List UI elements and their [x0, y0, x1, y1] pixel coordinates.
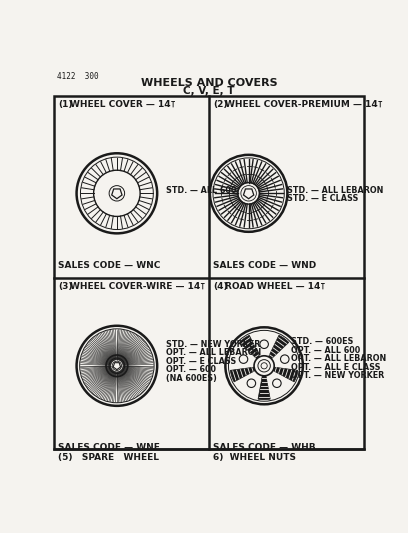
Polygon shape [268, 335, 289, 359]
Circle shape [281, 355, 289, 364]
Text: OPT. — NEW YORKER: OPT. — NEW YORKER [291, 371, 384, 380]
Polygon shape [239, 335, 260, 359]
Circle shape [238, 182, 259, 204]
Text: WHEEL COVER-PREMIUM — 14⊺: WHEEL COVER-PREMIUM — 14⊺ [224, 100, 382, 109]
Bar [54, 96, 364, 449]
Text: OPT. — 600: OPT. — 600 [166, 365, 216, 374]
Circle shape [254, 356, 274, 376]
Text: STD. — 600ES: STD. — 600ES [291, 337, 354, 346]
Text: WHEELS AND COVERS: WHEELS AND COVERS [141, 78, 277, 88]
Text: (NA 600ES): (NA 600ES) [166, 374, 217, 383]
Circle shape [239, 355, 248, 364]
Circle shape [260, 340, 268, 349]
Text: OPT. — E CLASS: OPT. — E CLASS [166, 357, 236, 366]
Text: 4122  300: 4122 300 [57, 71, 99, 80]
Text: STD. — ALL LEBARON: STD. — ALL LEBARON [287, 185, 384, 195]
Text: SALES CODE — WHB: SALES CODE — WHB [213, 443, 316, 452]
Text: SALES CODE — WNC: SALES CODE — WNC [58, 261, 160, 270]
Text: SALES CODE — WND: SALES CODE — WND [213, 261, 316, 270]
Text: WHEEL COVER — 14⊺: WHEEL COVER — 14⊺ [70, 100, 175, 109]
Text: SALES CODE — WNE: SALES CODE — WNE [58, 443, 160, 452]
Text: OPT. — ALL E CLASS: OPT. — ALL E CLASS [291, 363, 381, 372]
Text: WHEEL COVER-WIRE — 14⊺: WHEEL COVER-WIRE — 14⊺ [70, 282, 205, 291]
Text: ROAD WHEEL — 14⊺: ROAD WHEEL — 14⊺ [224, 282, 325, 291]
Text: C, V, E, T: C, V, E, T [183, 85, 235, 95]
Text: (3): (3) [58, 282, 73, 291]
Polygon shape [273, 367, 298, 382]
Text: (2): (2) [213, 100, 228, 109]
Text: 6)  WHEEL NUTS: 6) WHEEL NUTS [213, 453, 296, 462]
Text: (1): (1) [58, 100, 73, 109]
Text: (4): (4) [213, 282, 228, 291]
Polygon shape [258, 376, 270, 400]
Text: STD. — E CLASS: STD. — E CLASS [287, 194, 359, 203]
Text: OPT. — ALL 600: OPT. — ALL 600 [291, 346, 361, 355]
Circle shape [106, 355, 128, 377]
Text: OPT. — ALL LEBARON: OPT. — ALL LEBARON [291, 354, 386, 364]
Circle shape [273, 379, 281, 387]
Text: (5)   SPARE   WHEEL: (5) SPARE WHEEL [58, 453, 159, 462]
Text: OPT. — ALL LEBARON: OPT. — ALL LEBARON [166, 348, 261, 357]
Circle shape [247, 379, 256, 387]
Polygon shape [231, 367, 255, 382]
Text: STD. — ALL 600: STD. — ALL 600 [166, 185, 236, 195]
Text: STD. — NEW YORKER: STD. — NEW YORKER [166, 340, 260, 349]
